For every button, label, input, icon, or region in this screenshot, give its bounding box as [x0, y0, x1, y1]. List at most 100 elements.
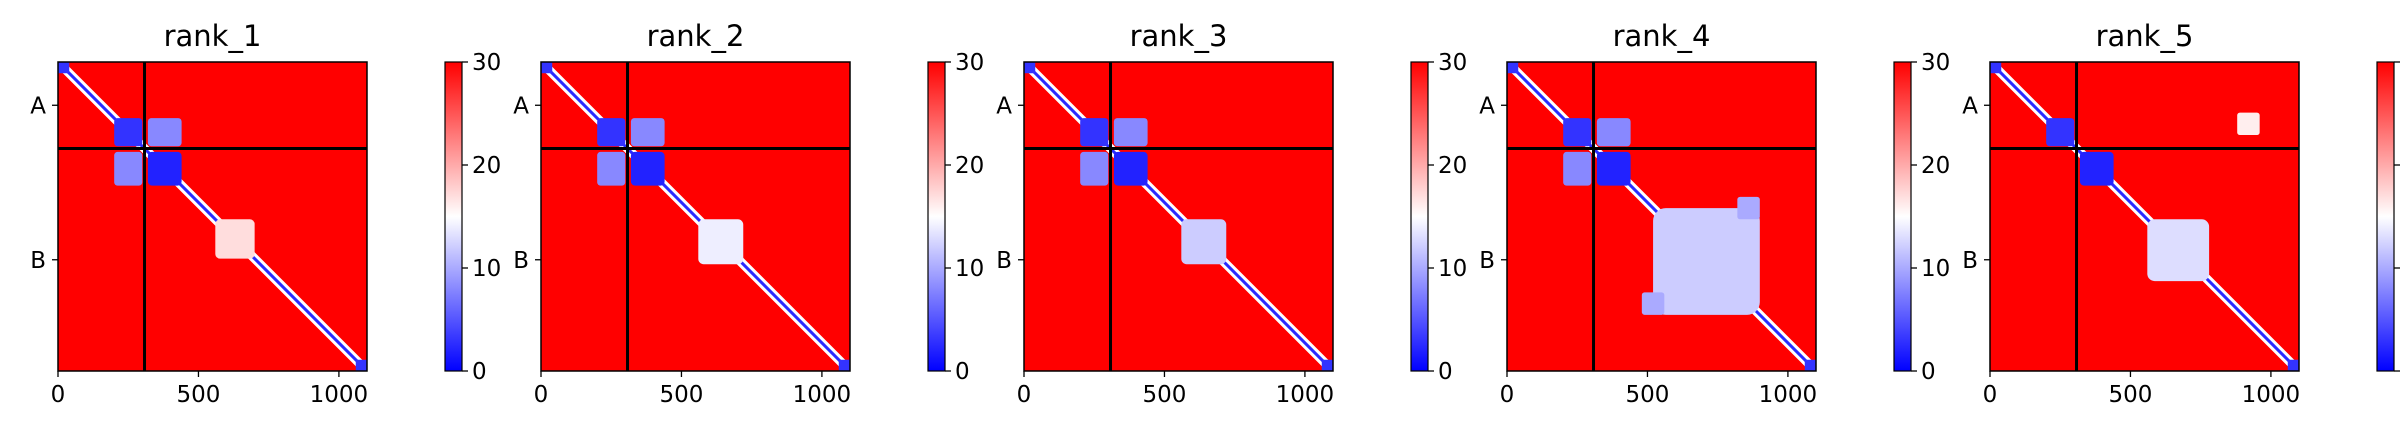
- colorbar-tick-label: 0: [1921, 359, 1936, 385]
- chart-title: rank_3: [1130, 19, 1228, 53]
- x-tick-label: 500: [2109, 382, 2153, 408]
- x-tick-label: 500: [177, 382, 221, 408]
- heatmap-block: [1653, 208, 1760, 315]
- colorbar-tick-label: 20: [1438, 153, 1467, 179]
- colorbar-tick-label: 20: [472, 153, 501, 179]
- y-tick-label: B: [996, 248, 1012, 274]
- x-tick-label: 0: [1500, 382, 1515, 408]
- pae-panel-5: rank_505001000AB0102030: [1962, 19, 2400, 408]
- chart-title: rank_4: [1613, 19, 1711, 53]
- x-tick-label: 500: [1626, 382, 1670, 408]
- domain-block: [1804, 359, 1816, 371]
- colorbar-tick-label: 20: [955, 153, 984, 179]
- x-tick-label: 0: [1017, 382, 1032, 408]
- heatmap-body: [1990, 62, 2299, 371]
- heatmap-block: [597, 151, 626, 186]
- heatmap-block: [1641, 292, 1665, 315]
- axes-frame: [57, 61, 368, 372]
- y-tick-label: B: [513, 248, 529, 274]
- heatmap-body: [541, 62, 850, 371]
- domain-block: [58, 62, 70, 74]
- y-tick-label: A: [1962, 93, 1978, 119]
- heatmap-block: [2237, 112, 2260, 136]
- heatmap-block: [1596, 151, 1631, 186]
- colorbar-tick-label: 0: [472, 359, 487, 385]
- colorbar: [444, 61, 463, 372]
- pae-panel-1: rank_1 0 500 1000 A B 0 10 20 30: [30, 19, 501, 408]
- x-tick-label: 1000: [310, 382, 369, 408]
- y-tick-label: B: [30, 248, 46, 274]
- x-tick-label: 1000: [793, 382, 852, 408]
- heatmap-block: [1596, 118, 1631, 147]
- colorbar-tick-label: 10: [472, 256, 501, 282]
- y-tick-label: A: [513, 93, 529, 119]
- heatmap-block: [1563, 151, 1592, 186]
- heatmap-block: [114, 151, 143, 186]
- colorbar-tick-label: 20: [1921, 153, 1950, 179]
- heatmap-body: [1024, 62, 1333, 371]
- heatmap-block: [1563, 118, 1592, 147]
- heatmap-block: [2079, 151, 2114, 186]
- y-tick-label: A: [1479, 93, 1495, 119]
- axes-frame: [1989, 61, 2300, 372]
- x-tick-label: 1000: [2242, 382, 2301, 408]
- heatmap-block: [698, 219, 744, 265]
- diagonal-core: [1990, 62, 2299, 371]
- heatmap-block: [597, 118, 626, 147]
- chart-title: rank_2: [647, 19, 745, 53]
- y-tick-label: B: [1479, 248, 1495, 274]
- heatmap-block: [1080, 151, 1109, 186]
- x-tick-label: 1000: [1276, 382, 1335, 408]
- axes-frame: [1506, 61, 1817, 372]
- chart-title: rank_1: [164, 19, 262, 53]
- domain-block: [1321, 359, 1333, 371]
- heatmap-block: [147, 151, 182, 186]
- colorbar-tick-label: 0: [1438, 359, 1453, 385]
- colorbar: [1410, 61, 1429, 372]
- x-tick-label: 1000: [1759, 382, 1818, 408]
- heatmap-body: [58, 62, 367, 371]
- heatmap-block: [1737, 196, 1760, 220]
- y-tick-label: A: [996, 93, 1012, 119]
- colorbar-tick-label: 0: [955, 359, 970, 385]
- colorbar: [927, 61, 946, 372]
- x-tick-label: 0: [1983, 382, 1998, 408]
- colorbar-tick-label: 30: [1438, 50, 1467, 76]
- heatmap-block: [2147, 219, 2210, 282]
- domain-block: [1024, 62, 1036, 74]
- colorbar-tick-label: 30: [1921, 50, 1950, 76]
- heatmap-block: [630, 118, 665, 147]
- heatmap-block: [215, 219, 255, 259]
- x-tick-label: 500: [1143, 382, 1187, 408]
- x-tick-label: 0: [534, 382, 549, 408]
- heatmap-block: [2046, 118, 2075, 147]
- colorbar: [2376, 61, 2395, 372]
- pae-panel-3: rank_3 0 500 1000 A B 0 10 20 30: [996, 19, 1467, 408]
- colorbar-tick-label: 10: [1921, 256, 1950, 282]
- heatmap-block: [1080, 118, 1109, 147]
- x-tick-label: 0: [51, 382, 66, 408]
- heatmap-block: [1113, 118, 1148, 147]
- y-tick-label: A: [30, 93, 46, 119]
- heatmap-block: [1113, 151, 1148, 186]
- x-tick-label: 500: [660, 382, 704, 408]
- y-tick-label: B: [1962, 248, 1978, 274]
- domain-block: [355, 359, 367, 371]
- colorbar-tick-label: 30: [472, 50, 501, 76]
- colorbar-tick-label: 30: [955, 50, 984, 76]
- colorbar-tick-label: 10: [955, 256, 984, 282]
- colorbar-tick-label: 10: [1438, 256, 1467, 282]
- heatmap-block: [1181, 219, 1227, 265]
- pae-panel-4: rank_4 0 500 1000 A B 0 10 20 30: [1479, 19, 1950, 408]
- domain-block: [1990, 62, 2002, 74]
- colorbar: [1893, 61, 1912, 372]
- pae-panel-2: rank_2 0 500 1000 A B 0 10 20 30: [513, 19, 984, 408]
- heatmap-body: [1507, 62, 1816, 371]
- domain-block: [838, 359, 850, 371]
- axes-frame: [540, 61, 851, 372]
- diagonal-core: [541, 62, 850, 371]
- diagonal-core: [58, 62, 367, 371]
- domain-block: [2287, 359, 2299, 371]
- domain-block: [1507, 62, 1519, 74]
